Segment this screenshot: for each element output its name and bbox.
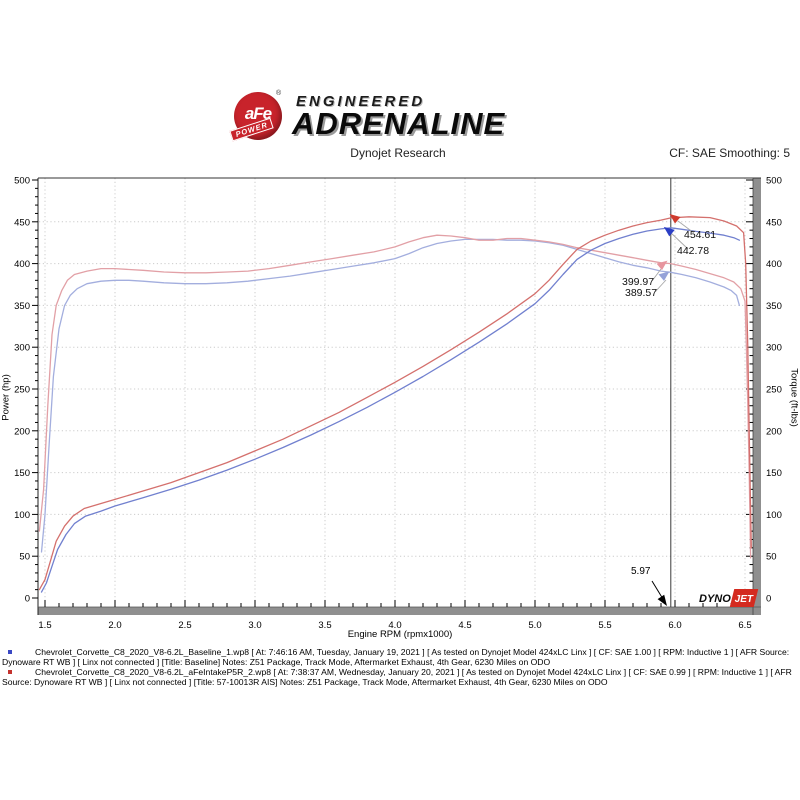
svg-text:0: 0 <box>25 594 30 605</box>
dynojet-watermark-jet: JET <box>734 594 753 605</box>
svg-text:1.5: 1.5 <box>38 620 51 631</box>
run-text-baseline: Chevrolet_Corvette_C8_2020_V8-6.2L_Basel… <box>2 647 790 667</box>
svg-text:250: 250 <box>14 385 30 396</box>
logo-adrenaline-text: ADRENALINE <box>292 106 506 141</box>
cursor-arrow-icon <box>657 594 667 606</box>
callout-arrow-icon <box>656 260 668 271</box>
run-bullet-afe-icon <box>8 670 12 675</box>
svg-text:6.5: 6.5 <box>738 620 751 631</box>
logo-engineered-text: ENGINEERED <box>296 93 426 110</box>
svg-text:200: 200 <box>766 426 782 437</box>
svg-text:4.0: 4.0 <box>388 620 401 631</box>
dynojet-watermark: DYNO JET <box>699 589 759 607</box>
svg-text:4.5: 4.5 <box>458 620 471 631</box>
callout-power-baseline: 442.78 <box>677 245 710 257</box>
callout-arrow-icon <box>658 271 670 281</box>
run-bullet-baseline-icon <box>8 650 12 654</box>
svg-text:250: 250 <box>766 385 782 396</box>
correction-smoothing-label: CF: SAE Smoothing: 5 <box>669 146 790 160</box>
chart-subtitle: Dynojet Research <box>350 146 446 160</box>
svg-text:3.0: 3.0 <box>248 620 261 631</box>
curve-power_afe <box>38 216 752 591</box>
svg-text:150: 150 <box>766 468 782 479</box>
run-text-afe: Chevrolet_Corvette_C8_2020_V8-6.2L_aFeIn… <box>2 667 792 687</box>
cursor-rpm-label: 5.97 <box>631 566 651 577</box>
svg-text:50: 50 <box>19 552 30 563</box>
x-axis-title: Engine RPM (rpmx1000) <box>347 629 453 640</box>
callout-arrows <box>651 213 695 293</box>
svg-text:350: 350 <box>766 301 782 312</box>
svg-text:500: 500 <box>766 176 782 187</box>
svg-text:3.5: 3.5 <box>318 620 331 631</box>
axis-ticks: 0 0 50 50 100 100 150 150 200 200 250 250 300 300 350 3… <box>14 176 782 632</box>
callout-arrow-icon <box>669 213 681 224</box>
svg-text:450: 450 <box>766 217 782 228</box>
svg-text:350: 350 <box>14 301 30 312</box>
svg-text:50: 50 <box>766 552 777 563</box>
afe-power-logo: aFe POWER ® ENGINEERED ADRENALINE <box>229 90 590 148</box>
svg-text:400: 400 <box>766 259 782 270</box>
svg-text:450: 450 <box>14 217 30 228</box>
svg-text:6.0: 6.0 <box>668 620 681 631</box>
svg-text:400: 400 <box>14 259 30 270</box>
axes-frame <box>37 177 761 615</box>
cursor-arrow <box>651 580 667 606</box>
svg-text:2.5: 2.5 <box>178 620 191 631</box>
run-legend: Chevrolet_Corvette_C8_2020_V8-6.2L_Basel… <box>0 647 798 688</box>
gridlines <box>39 178 753 607</box>
run-description-afe: Chevrolet_Corvette_C8_2020_V8-6.2L_aFeIn… <box>0 667 798 687</box>
dynojet-watermark-jet-box: JET <box>729 589 759 607</box>
curve-torque_baseline <box>40 238 741 553</box>
svg-text:2.0: 2.0 <box>108 620 121 631</box>
callout-torque-afe: 399.97 <box>622 276 655 288</box>
callout-power-afe: 454.61 <box>684 229 717 241</box>
svg-text:500: 500 <box>14 176 30 187</box>
svg-text:300: 300 <box>14 343 30 354</box>
svg-text:100: 100 <box>14 510 30 521</box>
run-description-baseline: Chevrolet_Corvette_C8_2020_V8-6.2L_Basel… <box>0 647 798 667</box>
registered-mark: ® <box>276 90 282 97</box>
svg-text:300: 300 <box>766 343 782 354</box>
dynojet-watermark-dyno: DYNO <box>699 593 731 605</box>
callout-torque-baseline: 389.57 <box>625 287 658 299</box>
svg-text:5.0: 5.0 <box>528 620 541 631</box>
svg-text:200: 200 <box>14 426 30 437</box>
svg-text:150: 150 <box>14 468 30 479</box>
curve-torque_afe <box>38 234 752 559</box>
svg-text:0: 0 <box>766 594 771 605</box>
svg-text:100: 100 <box>766 510 782 521</box>
callout-arrow-icon <box>663 226 675 237</box>
afe-badge-icon: aFe POWER <box>229 92 282 142</box>
svg-text:5.5: 5.5 <box>598 620 611 631</box>
dyno-plot: 0 0 50 50 100 100 150 150 200 200 250 250 300 300 350 3… <box>14 176 782 632</box>
